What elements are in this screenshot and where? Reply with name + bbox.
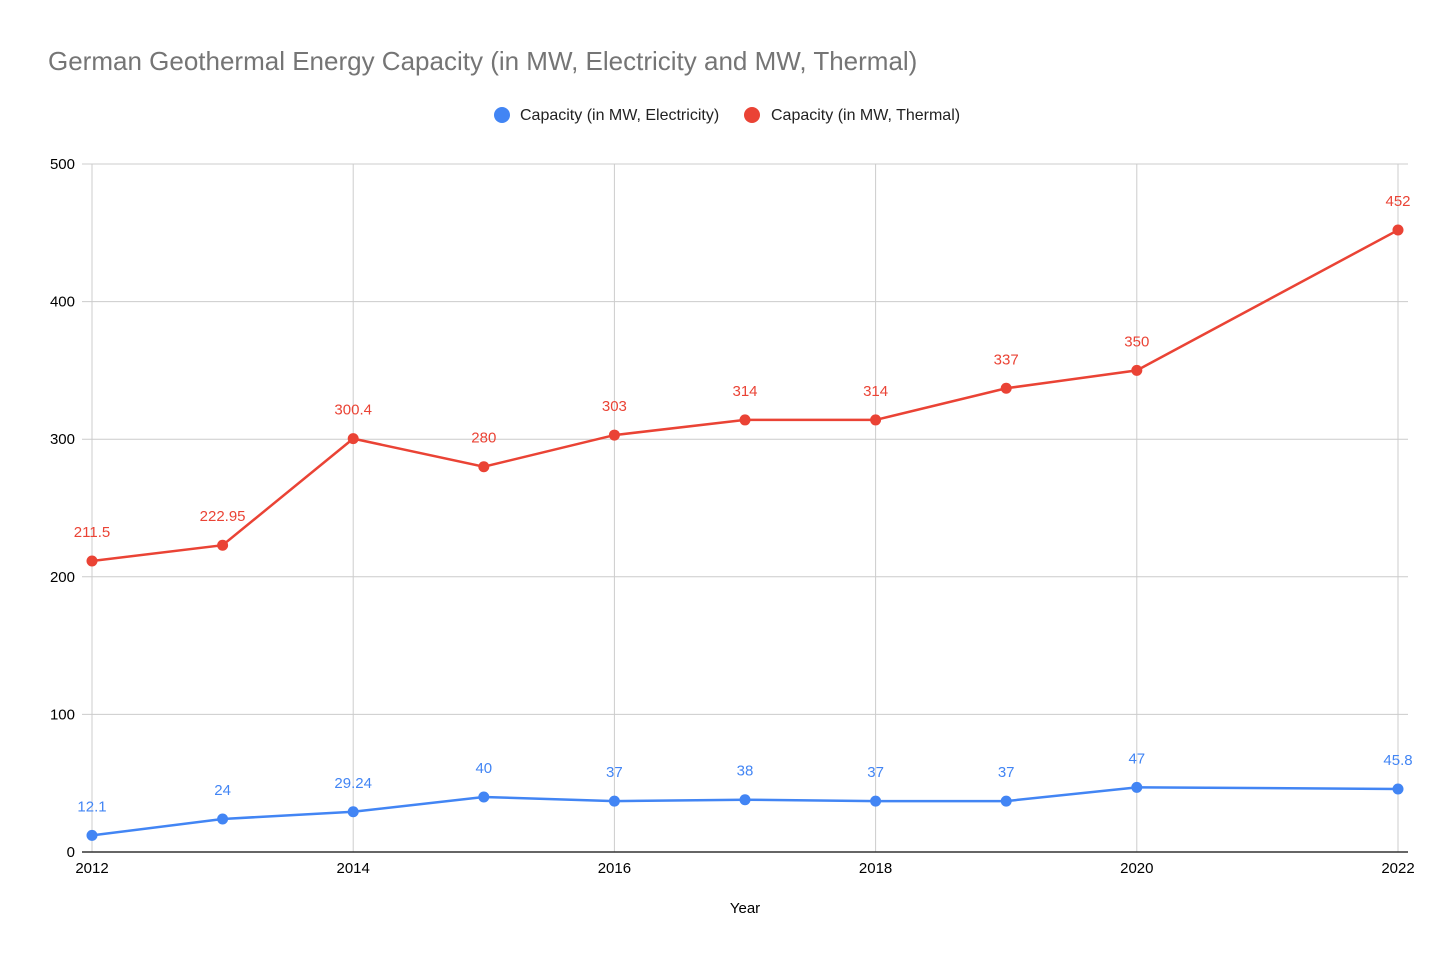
- data-point: [478, 461, 490, 473]
- data-label: 314: [863, 383, 888, 400]
- series-line-0: [91, 786, 1399, 837]
- data-point: [1392, 224, 1404, 236]
- x-tick-label: 2016: [598, 860, 631, 877]
- data-point: [1000, 795, 1012, 807]
- y-tick-label: 200: [50, 569, 75, 586]
- data-label: 280: [471, 430, 496, 447]
- data-label: 38: [737, 763, 754, 780]
- x-axis-label: Year: [730, 900, 760, 917]
- data-point: [347, 806, 359, 818]
- data-point: [608, 795, 620, 807]
- data-point: [217, 539, 229, 551]
- y-tick-label: 0: [67, 844, 75, 861]
- data-label: 222.95: [200, 508, 246, 525]
- data-point: [870, 795, 882, 807]
- y-tick-label: 500: [50, 156, 75, 173]
- legend-marker-electricity: [494, 107, 510, 123]
- legend: Capacity (in MW, Electricity) Capacity (…: [494, 107, 960, 124]
- y-tick-label: 100: [50, 706, 75, 723]
- y-tick-label: 400: [50, 294, 75, 311]
- data-point: [739, 794, 751, 806]
- series-group: 12.1 24 29.24 40 37 38 37 37 47 45.8 211.5 222.95 30…: [74, 193, 1413, 841]
- chart-title: German Geothermal Energy Capacity (in MW…: [48, 46, 917, 76]
- data-point: [86, 555, 98, 567]
- data-label: 300.4: [334, 402, 372, 419]
- data-point: [739, 414, 751, 426]
- data-point: [347, 433, 359, 445]
- x-tick-label: 2018: [859, 860, 892, 877]
- data-label: 29.24: [334, 775, 372, 792]
- data-point: [217, 813, 229, 825]
- legend-label-electricity: Capacity (in MW, Electricity): [520, 107, 719, 124]
- data-label: 37: [606, 764, 623, 781]
- data-point: [1131, 364, 1143, 376]
- data-label: 37: [867, 764, 884, 781]
- data-label: 47: [1128, 750, 1145, 767]
- x-tick-label: 2020: [1120, 860, 1153, 877]
- legend-marker-thermal: [744, 107, 760, 123]
- data-point: [86, 829, 98, 841]
- data-point: [478, 791, 490, 803]
- x-tick-label: 2022: [1381, 860, 1414, 877]
- data-point: [870, 414, 882, 426]
- data-label: 24: [214, 782, 231, 799]
- x-tick-label: 2012: [75, 860, 108, 877]
- data-point: [1392, 783, 1404, 795]
- data-label: 303: [602, 398, 627, 415]
- data-label: 337: [994, 351, 1019, 368]
- data-label: 350: [1124, 333, 1149, 350]
- data-label: 37: [998, 764, 1015, 781]
- data-label: 452: [1385, 193, 1410, 210]
- y-tick-label: 300: [50, 431, 75, 448]
- data-label: 45.8: [1383, 752, 1412, 769]
- data-label: 40: [475, 760, 492, 777]
- x-tick-label: 2014: [337, 860, 370, 877]
- gridlines: [82, 163, 1408, 853]
- data-point: [1131, 781, 1143, 793]
- axis-ticks: 0 100 200 300 400 500 2012 2014 2016 2018 2020 2022: [50, 156, 1415, 877]
- data-point: [1000, 382, 1012, 394]
- series-line-1: [91, 228, 1399, 563]
- data-label: 12.1: [77, 798, 106, 815]
- data-point: [608, 429, 620, 441]
- data-label: 314: [732, 383, 757, 400]
- legend-label-thermal: Capacity (in MW, Thermal): [771, 107, 960, 124]
- data-label: 211.5: [74, 524, 110, 541]
